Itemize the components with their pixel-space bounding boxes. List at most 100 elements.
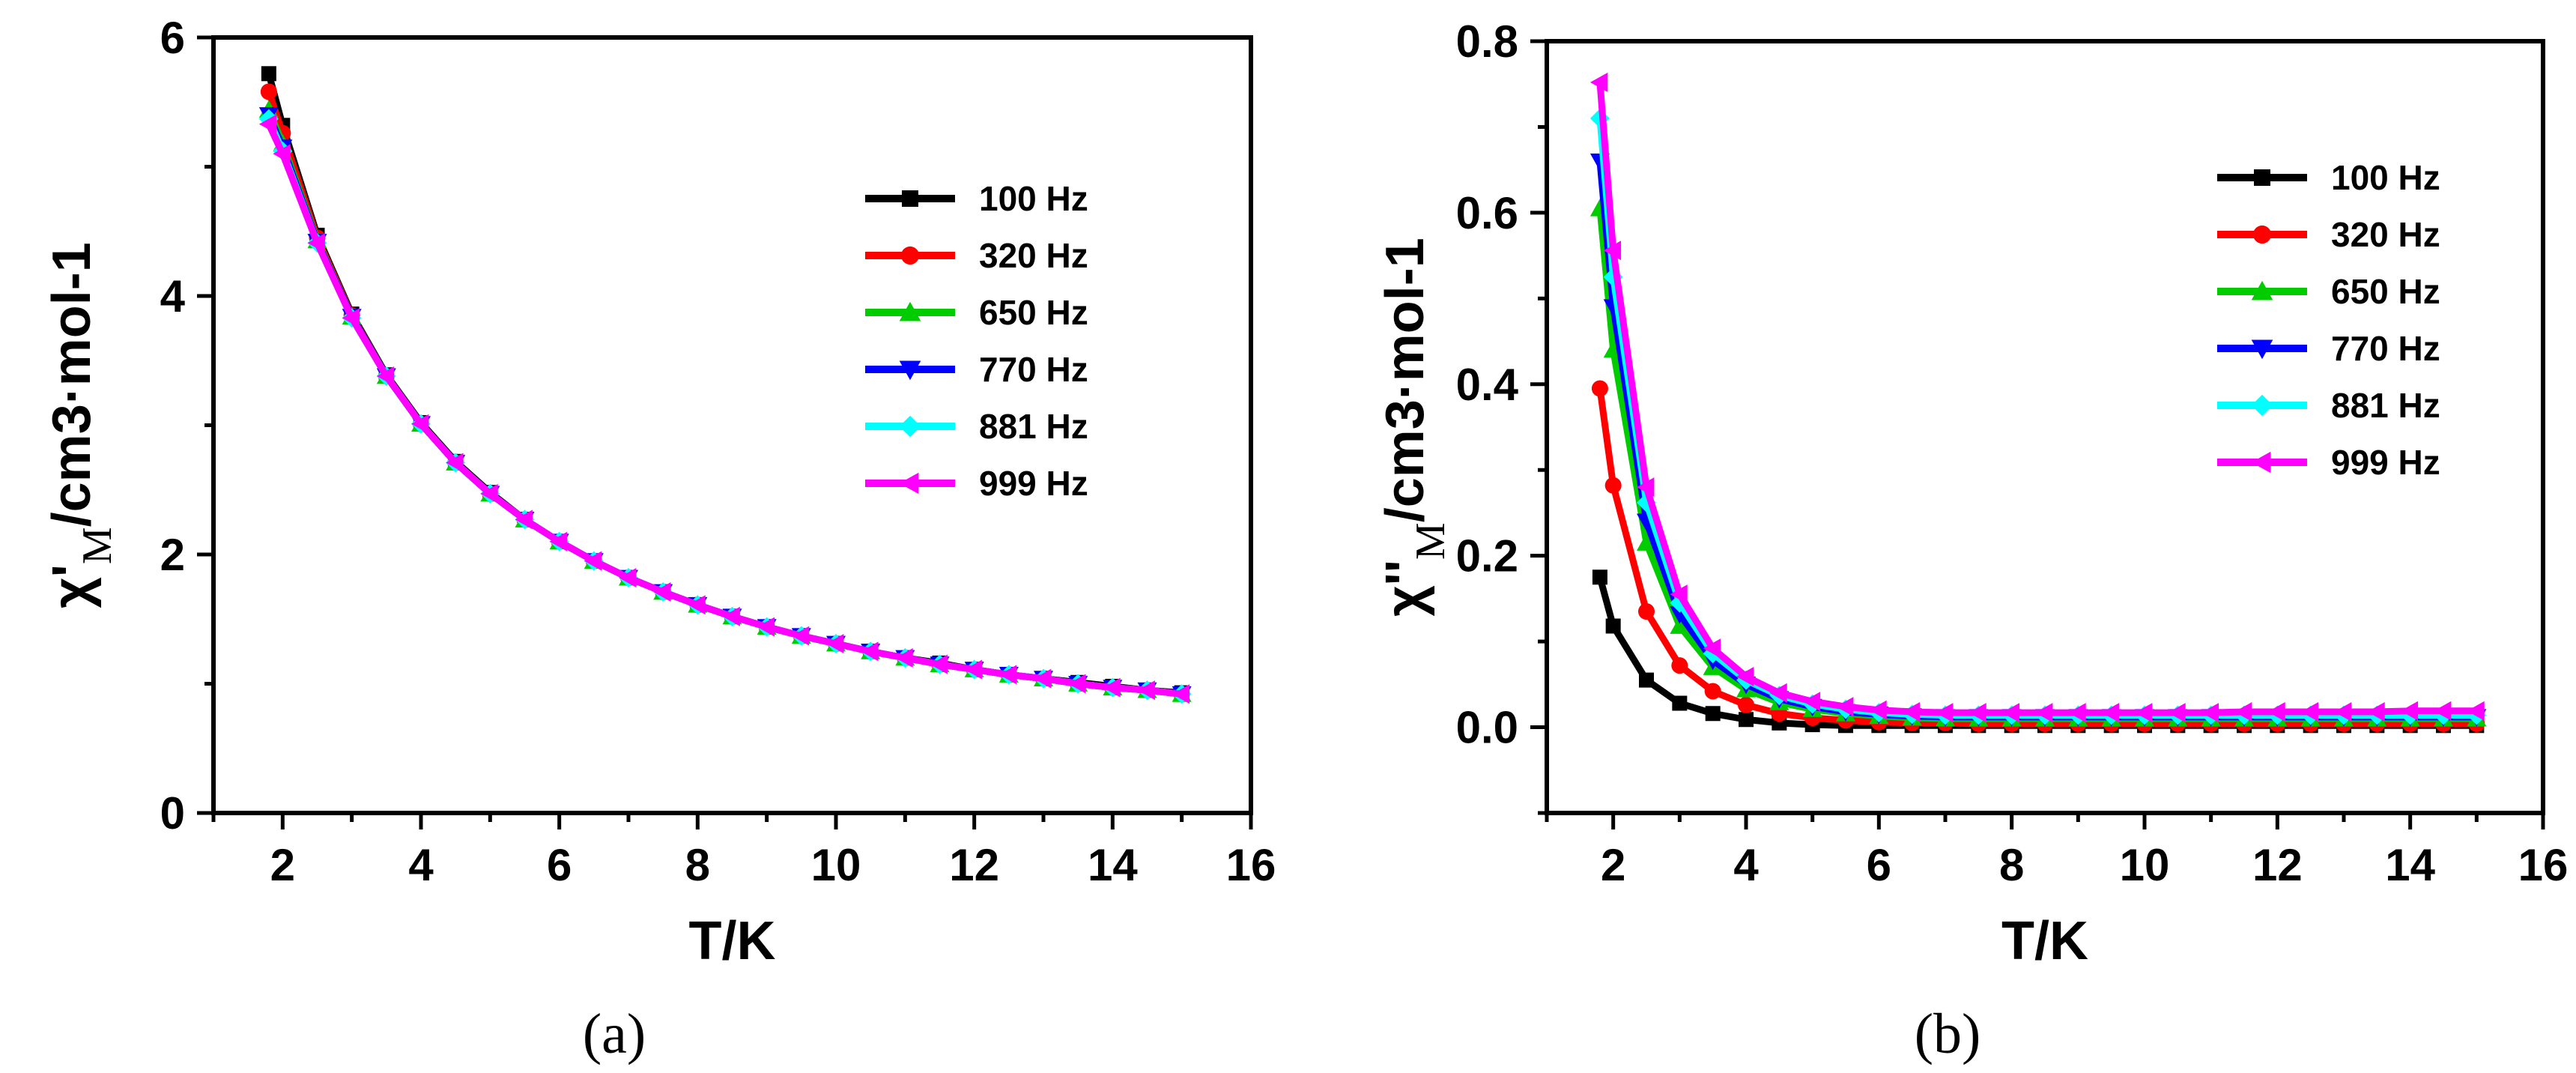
data-point bbox=[1592, 569, 1607, 585]
x-axis-label: T/K bbox=[2001, 911, 2088, 971]
y-tick-label: 0.4 bbox=[1456, 360, 1519, 410]
x-tick-label: 4 bbox=[1733, 840, 1759, 890]
x-tick-label: 2 bbox=[270, 840, 295, 890]
data-point bbox=[1705, 706, 1721, 722]
x-tick-label: 6 bbox=[1867, 840, 1891, 890]
data-point bbox=[2168, 703, 2186, 723]
legend-label: 770 Hz bbox=[2331, 329, 2440, 368]
data-point bbox=[307, 233, 325, 253]
legend-marker bbox=[2251, 280, 2273, 300]
data-point bbox=[1103, 677, 1121, 698]
x-tick-label: 16 bbox=[1226, 840, 1276, 890]
legend-label: 100 Hz bbox=[2331, 158, 2440, 197]
data-point bbox=[2434, 701, 2452, 721]
x-axis-label: T/K bbox=[689, 911, 776, 971]
data-point bbox=[2135, 703, 2153, 723]
data-point bbox=[2300, 701, 2319, 722]
data-point bbox=[998, 665, 1017, 685]
data-point bbox=[1137, 680, 1155, 701]
data-point bbox=[1672, 695, 1688, 711]
data-point bbox=[930, 654, 948, 674]
data-point bbox=[2001, 703, 2020, 723]
legend-marker bbox=[899, 415, 921, 438]
data-point bbox=[1670, 616, 1690, 634]
data-point bbox=[2101, 703, 2120, 723]
series-line-999-hz bbox=[265, 122, 1183, 698]
data-point bbox=[1736, 667, 1754, 687]
data-point bbox=[411, 414, 429, 434]
x-tick-label: 10 bbox=[811, 840, 861, 890]
x-tick-label: 6 bbox=[547, 840, 572, 890]
y-tick-label: 0.8 bbox=[1456, 16, 1518, 67]
legend-marker bbox=[2251, 339, 2273, 360]
data-point bbox=[1639, 672, 1654, 688]
data-point bbox=[688, 595, 706, 615]
legend-label: 650 Hz bbox=[2331, 272, 2440, 311]
data-point bbox=[619, 568, 637, 588]
data-point bbox=[722, 606, 740, 626]
data-point bbox=[1172, 684, 1190, 704]
data-point bbox=[1902, 701, 1921, 722]
data-point bbox=[1604, 477, 1622, 494]
x-tick-label: 4 bbox=[408, 840, 434, 890]
data-point bbox=[446, 453, 464, 473]
data-point bbox=[1589, 72, 1608, 92]
y-tick-label: 0.6 bbox=[1456, 188, 1518, 238]
data-point bbox=[261, 66, 276, 82]
legend-marker bbox=[2252, 225, 2272, 244]
legend-label: 881 Hz bbox=[2331, 386, 2440, 425]
series-line-999-hz bbox=[1596, 82, 2477, 716]
data-point bbox=[861, 641, 879, 662]
legend-label: 650 Hz bbox=[979, 293, 1088, 332]
y-tick-label: 6 bbox=[160, 13, 185, 63]
data-point bbox=[1739, 712, 1754, 728]
data-point bbox=[1637, 533, 1656, 551]
data-point bbox=[1603, 241, 1622, 261]
panel-a: 2 4 6 8 10 12 14 16 0 2 4 6 100 Hz 320 Hz 650 Hz 770 Hz… bbox=[42, 13, 1276, 1066]
data-point bbox=[2068, 703, 2086, 723]
data-point bbox=[1936, 703, 1954, 723]
panel-b: 2 4 6 8 10 12 14 16 0.0 0.2 0.4 0.6 0.8 100 Hz 320 Hz 6… bbox=[1375, 16, 2568, 1066]
data-point bbox=[1704, 683, 1721, 700]
series-line-320-hz bbox=[1596, 387, 2477, 728]
data-point bbox=[1836, 697, 1854, 717]
x-tick-label: 14 bbox=[1088, 840, 1138, 890]
data-point bbox=[2201, 703, 2219, 723]
data-point bbox=[549, 531, 568, 551]
y-tick-label: 0.0 bbox=[1456, 703, 1518, 753]
legend-label: 100 Hz bbox=[979, 179, 1088, 218]
y-tick-label: 0.2 bbox=[1456, 531, 1518, 581]
legend-marker bbox=[899, 472, 919, 495]
data-point bbox=[2467, 701, 2485, 721]
x-tick-label: 16 bbox=[2518, 840, 2569, 890]
data-point bbox=[895, 648, 913, 668]
legend-marker bbox=[2251, 451, 2271, 474]
panel-label: (b) bbox=[1915, 1003, 1981, 1066]
data-point bbox=[584, 551, 602, 571]
data-point bbox=[1670, 584, 1688, 605]
legend-marker bbox=[2254, 169, 2270, 186]
x-tick-label: 12 bbox=[949, 840, 999, 890]
data-point bbox=[1969, 703, 1986, 723]
y-tick-label: 4 bbox=[160, 271, 186, 321]
legend-label: 320 Hz bbox=[2331, 215, 2440, 254]
legend-label: 999 Hz bbox=[979, 464, 1088, 503]
data-point bbox=[342, 308, 360, 328]
legend-label: 999 Hz bbox=[2331, 443, 2440, 482]
data-point bbox=[1671, 657, 1688, 674]
data-point bbox=[480, 483, 498, 504]
legend-marker bbox=[900, 246, 920, 265]
legend-marker bbox=[899, 360, 921, 381]
x-tick-label: 2 bbox=[1601, 840, 1625, 890]
data-point bbox=[2035, 703, 2053, 723]
data-point bbox=[1068, 674, 1086, 694]
data-point bbox=[1638, 603, 1655, 620]
y-axis-label: χ''M/cm3·mol-1 bbox=[1375, 238, 1454, 617]
data-point bbox=[653, 582, 671, 602]
data-point bbox=[1605, 618, 1621, 634]
series-line-100-hz bbox=[1596, 576, 2477, 729]
data-point bbox=[1869, 700, 1887, 720]
legend-marker bbox=[902, 190, 918, 207]
legend-label: 320 Hz bbox=[979, 236, 1088, 275]
